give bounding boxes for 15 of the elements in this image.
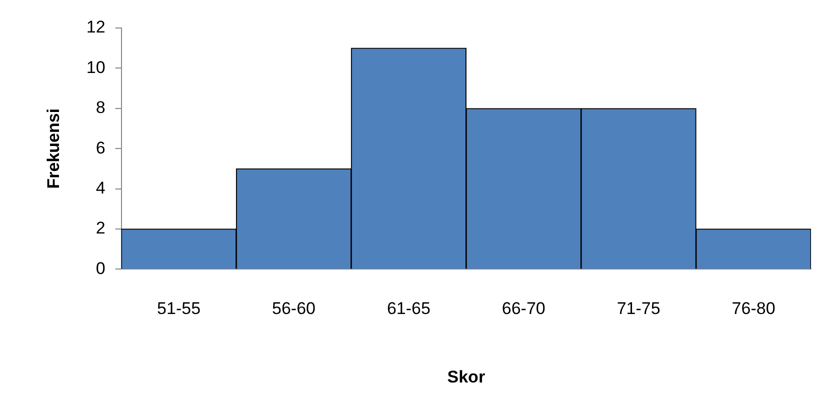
y-tick-label: 4 [96, 178, 106, 198]
y-tick-label: 8 [96, 98, 106, 118]
x-axis-title: Skor [447, 367, 486, 386]
x-tick-label: 51-55 [157, 299, 201, 318]
y-axis-title: Frekuensi [44, 108, 63, 189]
y-tick-label: 12 [86, 18, 106, 37]
y-tick-label: 6 [96, 138, 106, 158]
x-tick-label: 76-80 [732, 299, 776, 318]
x-tick-label: 61-65 [386, 299, 430, 318]
x-tick-label: 71-75 [616, 299, 660, 318]
x-tick-label: 56-60 [272, 299, 316, 318]
x-tick-label: 66-70 [502, 299, 546, 318]
y-tick-label: 2 [96, 218, 106, 238]
y-tick-label: 10 [86, 58, 106, 77]
y-tick-label: 0 [96, 258, 106, 278]
